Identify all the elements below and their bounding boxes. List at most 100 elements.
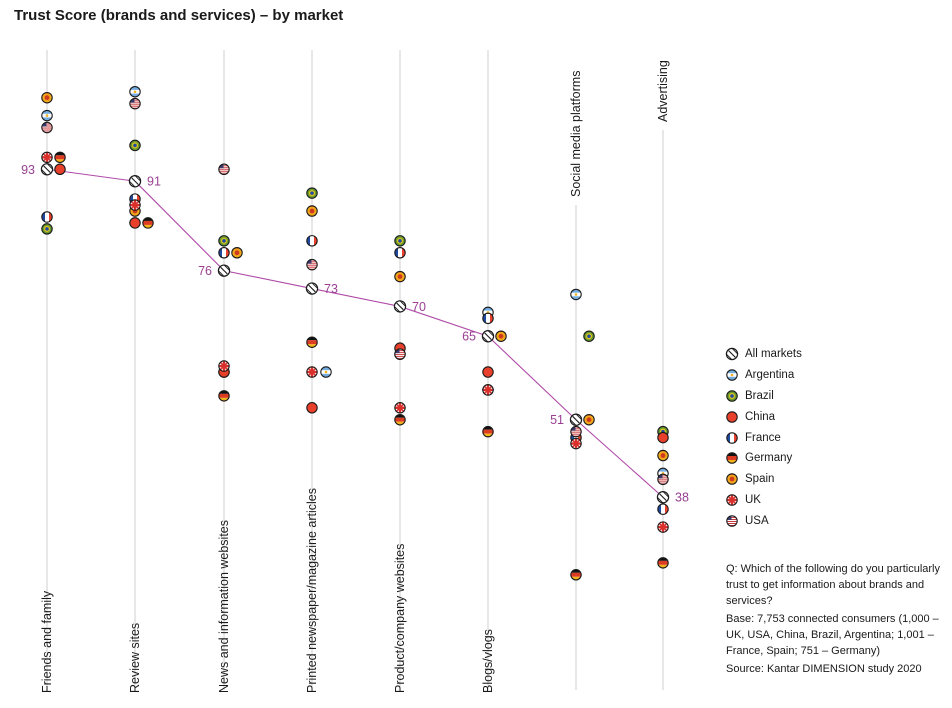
germany-flag-icon (218, 390, 230, 402)
brazil-flag-icon (394, 235, 406, 247)
category-label: Social media platforms (569, 71, 583, 197)
survey-question: Q: Which of the following do you particu… (726, 563, 940, 607)
france-flag-icon (482, 312, 494, 325)
spain-flag-icon (231, 247, 243, 259)
germany-flag-icon (54, 151, 66, 164)
brazil-flag-icon (726, 390, 738, 402)
survey-base: Base: 7,753 connected consumers (1,000 –… (726, 613, 939, 657)
argentina-flag-icon (726, 369, 738, 381)
legend-label-usa: USA (745, 514, 769, 527)
all-markets-point (40, 163, 54, 176)
france-flag-icon (726, 431, 738, 444)
all-markets-value-label: 70 (412, 300, 426, 314)
all-markets-point (569, 413, 583, 426)
usa-flag-icon (570, 425, 582, 438)
china-flag-icon (129, 217, 141, 229)
category-label: Blogs/vlogs (481, 629, 495, 693)
china-flag-icon (726, 411, 738, 423)
legend-label-spain: Spain (745, 473, 775, 486)
argentina-flag-icon (41, 109, 53, 122)
brazil-flag-icon (218, 235, 230, 247)
china-flag-icon (657, 431, 669, 444)
category-label: Advertising (656, 60, 670, 122)
germany-flag-icon (482, 425, 494, 438)
brazil-flag-icon (306, 187, 318, 199)
all-markets-value-label: 93 (21, 163, 35, 177)
usa-flag-icon (726, 515, 738, 527)
legend-label-france: France (745, 431, 781, 444)
germany-flag-icon (394, 413, 406, 426)
chart-notes: Q: Which of the following do you particu… (726, 561, 946, 679)
spain-flag-icon (495, 330, 507, 342)
uk-flag-icon (129, 199, 141, 211)
spain-flag-icon (657, 449, 669, 462)
brazil-flag-icon (583, 330, 595, 342)
category-label: Friends and family (40, 590, 54, 693)
uk-flag-icon (726, 494, 738, 506)
legend-label-brazil: Brazil (745, 389, 774, 402)
category-label: News and information websites (217, 520, 231, 693)
legend-item-brazil: Brazil (724, 386, 802, 407)
france-flag-icon (306, 235, 318, 247)
chart-title: Trust Score (brands and services) – by m… (14, 7, 344, 24)
usa-flag-icon (306, 258, 318, 271)
uk-flag-icon (41, 151, 53, 164)
legend-item-france: France (724, 427, 802, 448)
legend-item-germany: Germany (724, 448, 802, 469)
all-markets-point (393, 300, 407, 313)
usa-flag-icon (41, 121, 53, 134)
spain-flag-icon (306, 205, 318, 217)
france-flag-icon (218, 247, 230, 259)
all-markets-point (128, 174, 142, 188)
france-flag-icon (394, 247, 406, 259)
china-flag-icon (482, 366, 494, 378)
category-label: Review sites (128, 623, 142, 693)
legend-item-argentina: Argentina (724, 365, 802, 386)
legend-item-china: China (724, 406, 802, 427)
germany-flag-icon (306, 336, 318, 348)
legend-label-all-markets: All markets (745, 348, 802, 361)
uk-flag-icon (306, 366, 318, 378)
usa-flag-icon (218, 163, 230, 176)
brazil-flag-icon (129, 139, 141, 152)
argentina-flag-icon (129, 85, 141, 98)
all-markets-point (217, 264, 231, 277)
spain-flag-icon (726, 473, 738, 485)
uk-flag-icon (394, 402, 406, 414)
data-source: Source: Kantar DIMENSION study 2020 (726, 663, 922, 675)
uk-flag-icon (657, 521, 669, 533)
spain-flag-icon (583, 413, 595, 426)
all-markets-point (481, 330, 495, 343)
legend-label-uk: UK (745, 493, 761, 506)
all-markets-point (305, 282, 319, 295)
legend-label-germany: Germany (745, 452, 793, 465)
legend-item-uk: UK (724, 490, 802, 511)
uk-flag-icon (482, 384, 494, 396)
usa-flag-icon (657, 473, 669, 486)
all-markets-value-label: 51 (550, 413, 564, 427)
germany-flag-icon (142, 217, 154, 229)
legend-item-spain: Spain (724, 469, 802, 490)
all-markets-point (656, 491, 670, 504)
brazil-flag-icon (41, 223, 53, 235)
category-label: Printed newspaper/magazine articles (305, 488, 319, 693)
category-label: Product/company websites (393, 544, 407, 693)
legend-item-all-markets: All markets (724, 344, 802, 365)
all-markets-value-label: 76 (198, 264, 212, 278)
all-markets-line (46, 168, 664, 498)
spain-flag-icon (394, 270, 406, 283)
china-flag-icon (306, 402, 318, 414)
legend-item-usa: USA (724, 510, 802, 531)
all-markets-value-label: 65 (462, 330, 476, 344)
all-markets-icon (725, 348, 739, 361)
spain-flag-icon (41, 91, 53, 104)
germany-flag-icon (570, 569, 582, 581)
germany-flag-icon (726, 452, 738, 465)
all-markets-value-label: 91 (147, 175, 161, 189)
legend-label-china: China (745, 410, 776, 423)
legend-label-argentina: Argentina (745, 369, 795, 382)
argentina-flag-icon (320, 366, 332, 378)
usa-flag-icon (129, 97, 141, 110)
france-flag-icon (41, 211, 53, 223)
